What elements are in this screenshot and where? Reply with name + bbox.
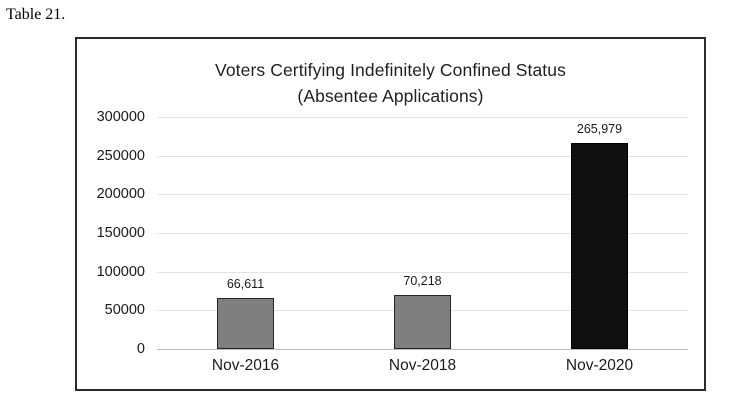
x-axis-line: [157, 349, 688, 350]
bar-value-label: 66,611: [226, 276, 265, 291]
bar-nov-2018: [394, 294, 451, 349]
y-tick-label: 200000: [96, 186, 145, 203]
y-tick-label: 300000: [96, 109, 145, 125]
x-axis-labels: Nov-2016 Nov-2018 Nov-2020: [157, 357, 688, 381]
chart-title-line-2: (Absentee Applications): [297, 86, 484, 106]
table-caption: Table 21.: [6, 6, 66, 23]
bar-nov-2016: [217, 297, 274, 349]
x-tick-label: Nov-2020: [565, 357, 634, 374]
y-axis-labels: 300000 250000 200000 150000 100000 50000 0: [77, 109, 145, 357]
y-tick-label: 150000: [96, 225, 145, 241]
bar-nov-2020: [571, 143, 628, 349]
bar-value-label: 70,218: [403, 273, 442, 288]
chart-title: Voters Certifying Indefinitely Confined …: [77, 57, 704, 109]
gridline: [157, 271, 688, 273]
x-tick-label: Nov-2016: [211, 357, 280, 374]
gridline: [157, 155, 688, 157]
gridline: [157, 233, 688, 234]
chart-title-line-1: Voters Certifying Indefinitely Confined …: [215, 60, 566, 80]
gridline: [157, 117, 688, 118]
y-tick-label: 0: [136, 341, 145, 357]
y-tick-label: 50000: [104, 302, 145, 319]
y-tick-label: 100000: [96, 263, 145, 280]
bar-value-label: 265,979: [576, 122, 623, 137]
y-tick-label: 250000: [96, 147, 145, 164]
chart-frame: Voters Certifying Indefinitely Confined …: [75, 37, 706, 391]
gridline: [157, 194, 688, 196]
plot-area: 66,611 70,218 265,979: [157, 117, 688, 350]
x-tick-label: Nov-2018: [388, 357, 457, 374]
